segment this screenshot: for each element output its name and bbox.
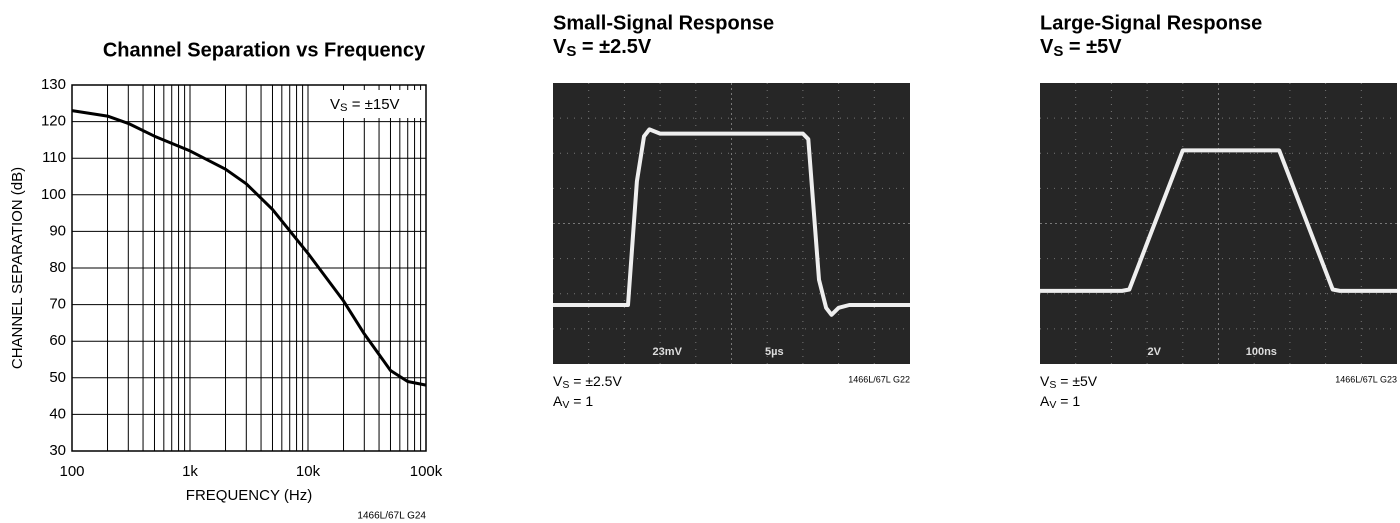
- sub-label: AV = 1: [553, 393, 593, 411]
- footnote: 1466L/67L G22: [848, 374, 910, 384]
- y-tick-label: 130: [41, 76, 66, 93]
- sub-label: AV = 1: [1040, 393, 1080, 411]
- y-tick-label: 40: [49, 405, 66, 422]
- label-rest: = 1: [1056, 393, 1080, 409]
- sub-label: VS = ±2.5V: [553, 36, 652, 60]
- scope-trace: [553, 127, 910, 317]
- label-main: V: [553, 373, 563, 389]
- label-main: A: [553, 393, 563, 409]
- label-sub: V: [562, 399, 569, 411]
- panel-title: Large-Signal Response: [1040, 12, 1262, 34]
- label-sub: S: [562, 379, 569, 391]
- label-main: V: [553, 36, 567, 58]
- y-tick-label: 60: [49, 332, 66, 349]
- y-tick-label: 50: [49, 369, 66, 386]
- y-tick-label: 30: [49, 442, 66, 459]
- y-tick-label: 80: [49, 259, 66, 276]
- label-main: V: [330, 96, 340, 113]
- plot-frame: [71, 84, 427, 452]
- y-tick-label: 90: [49, 222, 66, 239]
- label-sub: S: [340, 102, 348, 114]
- y-tick-label: 120: [41, 113, 66, 130]
- label-rest: = ±5V: [1056, 373, 1097, 389]
- y-tick-label: 100: [41, 186, 66, 203]
- data-line: [71, 109, 427, 387]
- y-tick-label: 70: [49, 296, 66, 313]
- label-sub: S: [566, 43, 576, 60]
- panel-title: Small-Signal Response: [553, 12, 774, 34]
- sub-label: VS = ±15V: [330, 96, 400, 114]
- x-tick-label: 100k: [410, 463, 443, 480]
- scale-label: 2V: [1148, 346, 1162, 358]
- label-sub: S: [1053, 43, 1063, 60]
- label-rest: = ±15V: [348, 96, 400, 113]
- sub-label: VS = ±5V: [1040, 36, 1122, 60]
- sub-label: VS = ±2.5V: [553, 373, 622, 391]
- y-tick-label: 110: [42, 149, 66, 166]
- scale-label: 23mV: [653, 346, 683, 358]
- footnote: 1466L/67L G23: [1335, 374, 1397, 384]
- x-tick-label: 1k: [182, 463, 198, 480]
- x-axis-label: FREQUENCY (Hz): [186, 487, 312, 504]
- label-rest: = 1: [569, 393, 593, 409]
- chart-title: Channel Separation vs Frequency: [103, 39, 426, 61]
- label-main: V: [1040, 36, 1054, 58]
- scale-label: 5µs: [765, 346, 784, 358]
- scope-trace: [1040, 148, 1397, 293]
- x-tick-label: 10k: [296, 463, 321, 480]
- label-rest: = ±2.5V: [576, 36, 652, 58]
- label-rest: = ±5V: [1063, 36, 1122, 58]
- annotation-box: [322, 90, 425, 118]
- label-sub: S: [1049, 379, 1056, 391]
- label-rest: = ±2.5V: [569, 373, 622, 389]
- footnote: 1466L/67L G24: [357, 511, 426, 522]
- sub-label: VS = ±5V: [1040, 373, 1098, 391]
- label-main: V: [1040, 373, 1050, 389]
- label-main: A: [1040, 393, 1050, 409]
- label-sub: V: [1049, 399, 1056, 411]
- x-tick-label: 100: [59, 463, 84, 480]
- y-axis-label: CHANNEL SEPARATION (dB): [9, 167, 26, 369]
- scale-label: 100ns: [1246, 346, 1277, 358]
